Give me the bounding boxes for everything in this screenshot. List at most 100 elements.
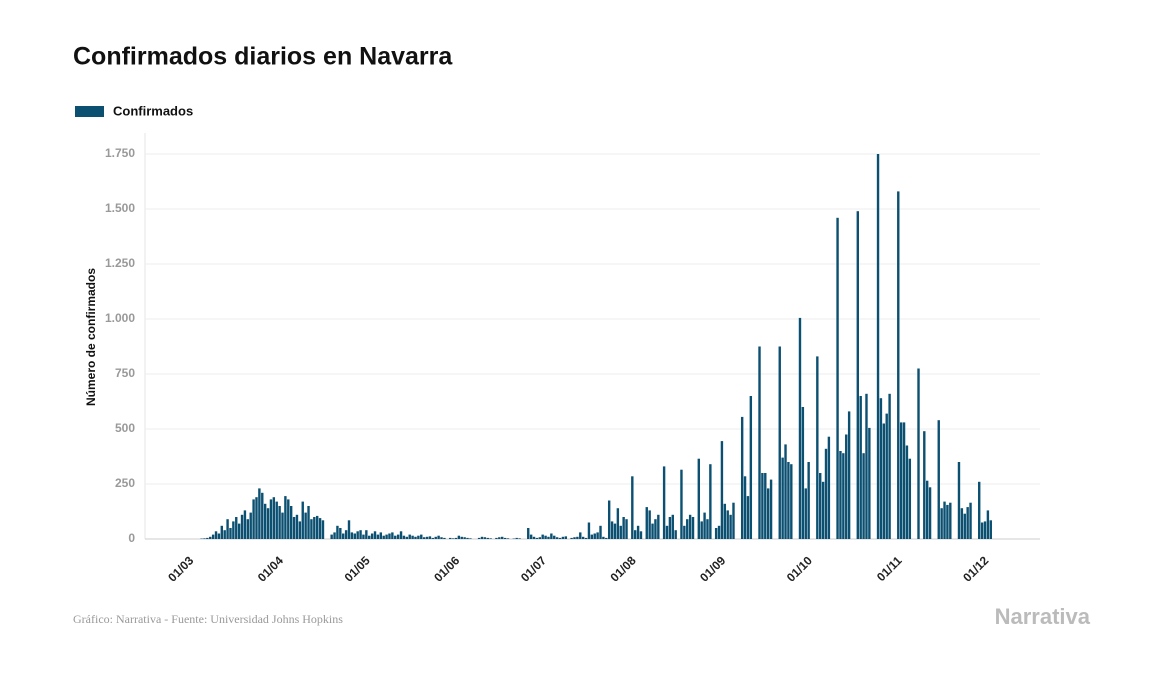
bar [221, 526, 223, 539]
y-axis-label: Número de confirmados [84, 268, 98, 406]
bar [750, 396, 752, 539]
bar [296, 515, 298, 539]
bar [374, 531, 376, 539]
x-tick-label: 01/07 [518, 553, 549, 584]
bar [382, 536, 384, 539]
bar [903, 422, 905, 539]
bar [235, 517, 237, 539]
bar [926, 481, 928, 539]
bar [414, 537, 416, 539]
y-tick-label: 250 [115, 476, 135, 490]
bar [330, 535, 332, 539]
bar [958, 462, 960, 539]
y-tick-label: 1.750 [105, 146, 135, 160]
y-tick-label: 1.500 [105, 201, 135, 215]
bar [943, 502, 945, 539]
bar [284, 496, 286, 539]
bar [862, 453, 864, 539]
bar [250, 513, 252, 539]
bar [579, 532, 581, 539]
bar [409, 535, 411, 539]
bar [839, 451, 841, 539]
bar [354, 534, 356, 540]
bar [703, 513, 705, 539]
bar [556, 537, 558, 539]
x-tick-label: 01/05 [342, 553, 373, 584]
bar [654, 519, 656, 539]
bar [761, 473, 763, 539]
bar [377, 535, 379, 539]
bar [498, 537, 500, 539]
bar [307, 506, 309, 539]
bar [816, 356, 818, 539]
bar [877, 154, 879, 539]
bar [900, 422, 902, 539]
bar [440, 537, 442, 539]
bar [539, 537, 541, 539]
bar [614, 524, 616, 539]
bar [917, 369, 919, 540]
x-tick-label: 01/04 [255, 553, 286, 584]
bar [732, 503, 734, 539]
bar [443, 538, 445, 539]
bar [530, 535, 532, 539]
bar [391, 532, 393, 539]
bar [576, 537, 578, 539]
bar [744, 476, 746, 539]
bar [371, 534, 373, 540]
bar [680, 470, 682, 539]
bar [244, 510, 246, 539]
bar [646, 507, 648, 539]
bar [672, 515, 674, 539]
bar [724, 504, 726, 539]
bar [906, 446, 908, 540]
bar [359, 530, 361, 539]
bar [964, 514, 966, 539]
source: Gráfico: Narrativa - Fuente: Universidad… [73, 612, 343, 626]
bar [599, 526, 601, 539]
bar [602, 537, 604, 539]
bar [706, 519, 708, 539]
bar [764, 473, 766, 539]
bar [637, 526, 639, 539]
bar [929, 487, 931, 539]
bar [631, 476, 633, 539]
bar [805, 488, 807, 539]
bar [617, 508, 619, 539]
bar [495, 538, 497, 539]
bar [683, 526, 685, 539]
bar [304, 513, 306, 539]
bar [533, 537, 535, 539]
bar [747, 496, 749, 539]
bar [657, 515, 659, 539]
bar [729, 515, 731, 539]
bar [565, 536, 567, 539]
bar [313, 517, 315, 539]
bar [333, 532, 335, 539]
bar [692, 517, 694, 539]
bar [596, 532, 598, 539]
bar [880, 398, 882, 539]
bar [206, 538, 208, 539]
bar [469, 538, 471, 539]
bar [845, 435, 847, 540]
bar [698, 459, 700, 539]
bar [218, 534, 220, 540]
bar [466, 538, 468, 539]
y-tick-label: 1.250 [105, 256, 135, 270]
bar [258, 488, 260, 539]
bar [611, 521, 613, 539]
x-tick-label: 01/03 [165, 553, 196, 584]
bar [640, 531, 642, 539]
bar [423, 537, 425, 539]
bar [435, 537, 437, 539]
bar [339, 528, 341, 539]
bar [536, 538, 538, 539]
bar [299, 521, 301, 539]
bar [403, 536, 405, 539]
x-tick-label: 01/06 [431, 553, 462, 584]
bar [380, 532, 382, 539]
bar [897, 191, 899, 539]
bar [293, 517, 295, 539]
bar [674, 530, 676, 539]
